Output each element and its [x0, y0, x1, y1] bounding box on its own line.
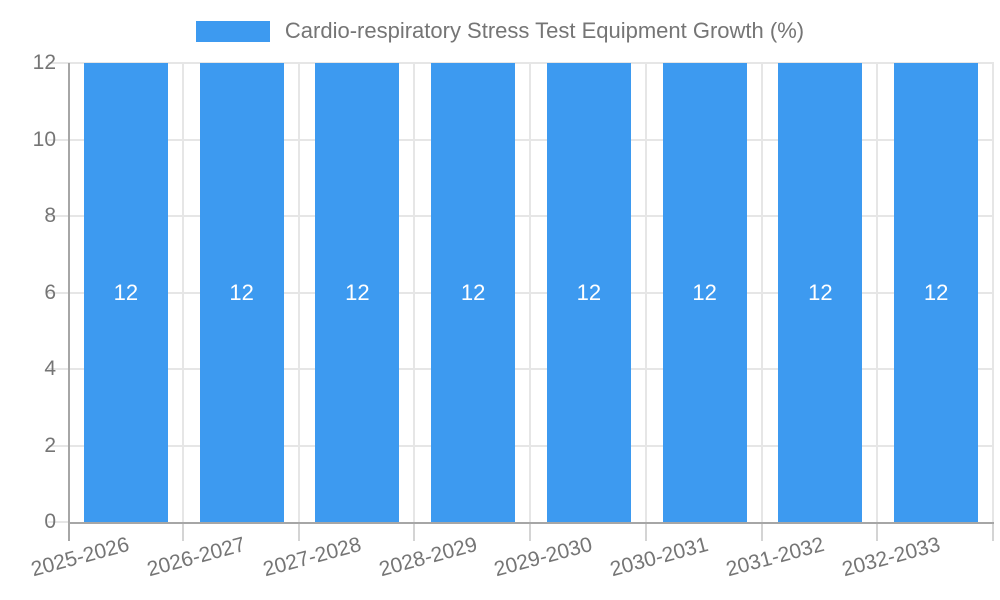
bar-value-label: 12 [229, 279, 254, 305]
y-gridline [68, 62, 994, 64]
y-tick [48, 444, 68, 447]
y-gridline [68, 368, 994, 370]
y-gridline [68, 138, 994, 141]
bar[interactable]: 12 [778, 63, 863, 522]
y-tick [48, 215, 68, 217]
y-axis-tick-label: 12 [32, 51, 56, 74]
y-axis-tick-label: 8 [44, 204, 56, 227]
bar-value-label: 12 [808, 279, 833, 305]
bar[interactable]: 12 [662, 63, 747, 522]
y-axis-tick-label: 4 [44, 357, 56, 380]
x-gridline [876, 63, 879, 522]
y-gridline [68, 291, 994, 294]
x-tick [760, 524, 763, 541]
x-axis-tick-label: 2029-2030 [492, 532, 596, 582]
y-axis-tick-label: 2 [44, 433, 56, 457]
x-gridline [297, 63, 300, 522]
x-gridline [413, 63, 416, 522]
y-tick [48, 138, 68, 141]
x-tick [297, 524, 300, 541]
y-tick [48, 62, 68, 64]
bar[interactable]: 12 [431, 63, 516, 522]
bar-value-label: 12 [460, 279, 486, 305]
x-axis-tick-label: 2032-2033 [839, 532, 943, 582]
legend-series-label: Cardio-respiratory Stress Test Equipment… [284, 18, 805, 43]
bar-value-label: 12 [923, 279, 949, 305]
y-gridline [68, 444, 994, 447]
y-tick [48, 291, 68, 294]
x-gridline [181, 63, 184, 522]
x-tick [68, 524, 70, 541]
bar[interactable]: 12 [894, 63, 979, 522]
y-tick [48, 521, 68, 523]
x-tick [413, 524, 416, 541]
bar[interactable]: 12 [315, 63, 400, 522]
x-axis-tick-label: 2030-2031 [607, 532, 711, 582]
bar[interactable]: 12 [83, 63, 168, 522]
x-axis-tick-label: 2028-2029 [376, 532, 480, 582]
y-axis-line [68, 63, 70, 540]
x-tick [876, 524, 879, 541]
y-axis-tick-label: 0 [44, 510, 56, 533]
x-tick [992, 524, 994, 541]
x-tick [529, 524, 531, 541]
x-gridline [529, 63, 531, 522]
legend: Cardio-respiratory Stress Test Equipment… [0, 18, 1000, 44]
bar-value-label: 12 [576, 279, 602, 305]
bar-value-label: 12 [345, 279, 370, 305]
legend-swatch [195, 20, 270, 42]
x-tick [644, 524, 647, 541]
x-gridline [644, 63, 647, 522]
x-gridline [992, 63, 994, 522]
bar-value-label: 12 [692, 279, 717, 305]
bar[interactable]: 12 [199, 63, 284, 522]
x-tick [181, 524, 184, 541]
bar[interactable]: 12 [546, 63, 631, 522]
legend-item[interactable]: Cardio-respiratory Stress Test Equipment… [195, 18, 805, 44]
x-axis-tick-label: 2025-2026 [29, 532, 133, 582]
x-gridline [760, 63, 763, 522]
plot-area: 12 12 12 12 12 12 12 12 [68, 62, 994, 522]
x-axis-tick-label: 2027-2028 [260, 532, 364, 582]
y-axis-tick-label: 10 [32, 127, 56, 151]
x-axis-tick-label: 2031-2032 [723, 532, 827, 582]
bar-value-label: 12 [113, 279, 139, 305]
x-axis-baseline [68, 522, 994, 524]
y-tick [48, 368, 68, 370]
y-axis-tick-label: 6 [44, 280, 56, 304]
y-gridline [68, 215, 994, 217]
x-axis-tick-label: 2026-2027 [144, 532, 248, 582]
